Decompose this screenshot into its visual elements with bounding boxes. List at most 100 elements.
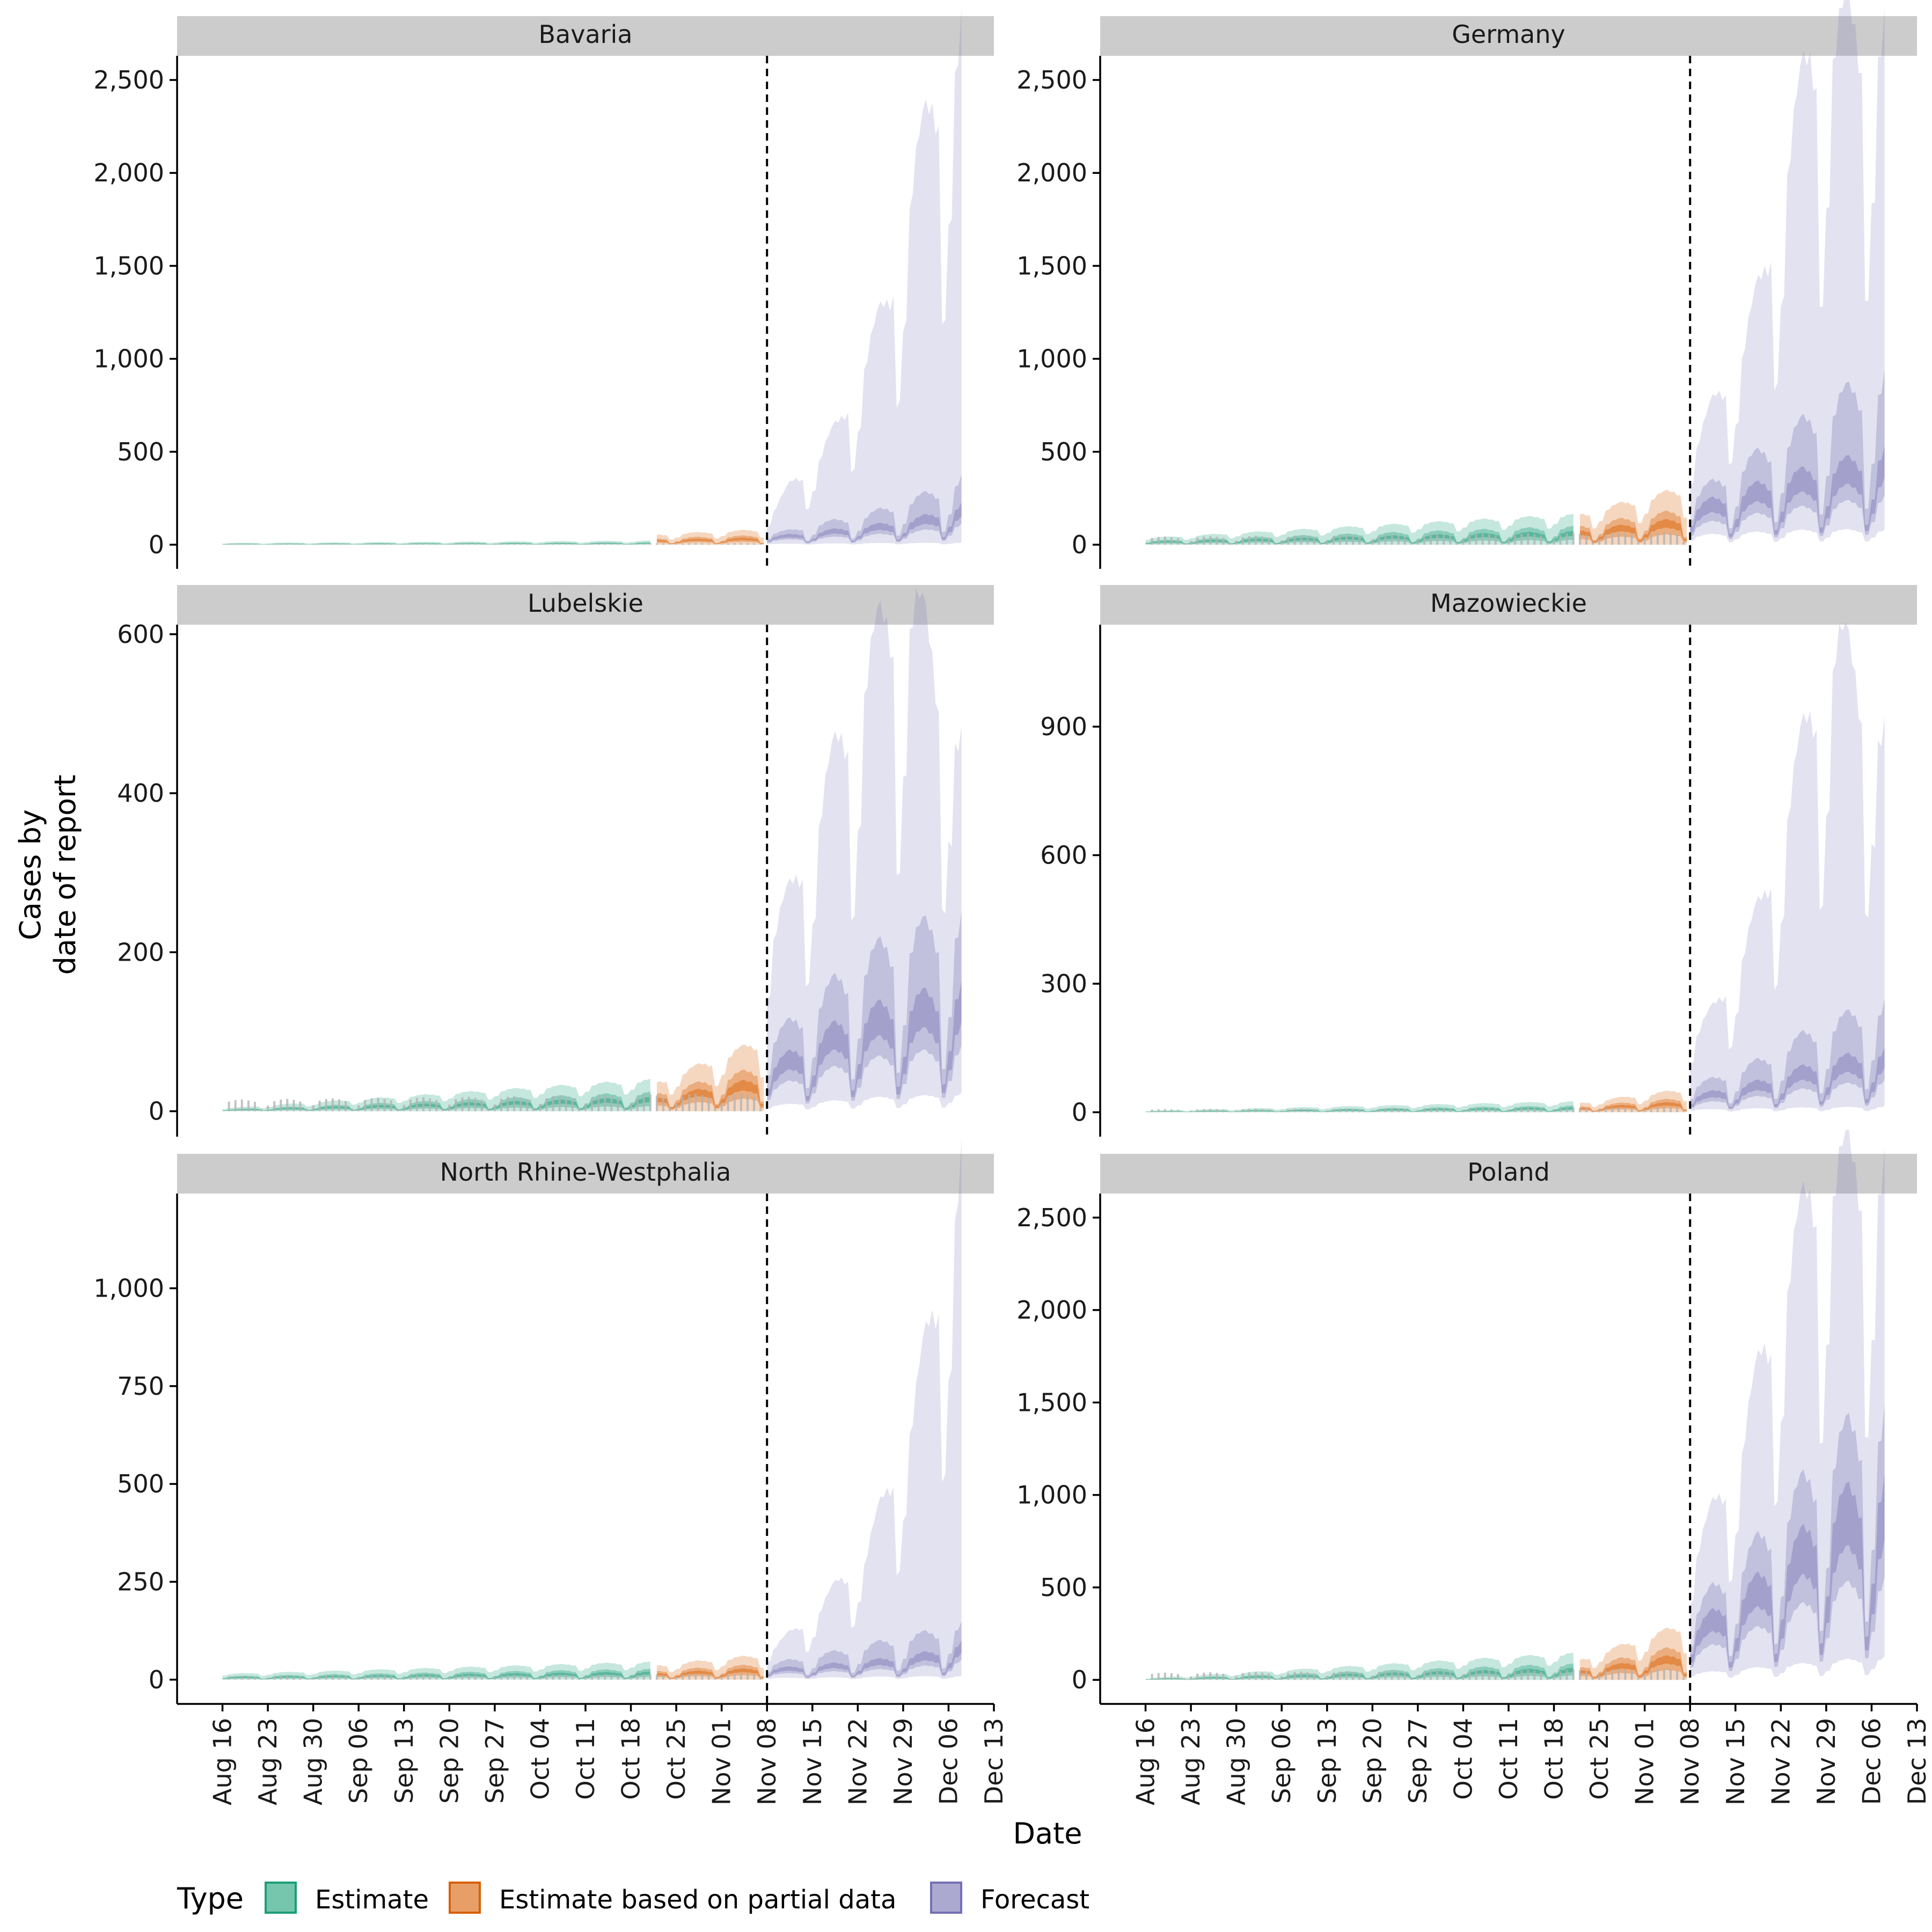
forecast-ribbon-90 <box>1690 1130 1885 1678</box>
observed-bar <box>364 1100 367 1111</box>
observed-bar <box>273 544 276 545</box>
observed-bar <box>1682 542 1685 545</box>
partial-ribbon-20 <box>1579 1655 1687 1679</box>
observed-bar <box>500 1099 502 1111</box>
observed-bar <box>1203 1672 1205 1680</box>
observed-bar <box>1287 1109 1290 1113</box>
observed-bar <box>1274 543 1277 545</box>
observed-bar <box>461 1097 464 1111</box>
observed-bar <box>345 1676 347 1680</box>
observed-bar <box>617 1098 619 1111</box>
observed-bar <box>1313 1109 1315 1113</box>
observed-bar <box>577 1678 580 1680</box>
observed-bar <box>682 1096 684 1111</box>
estimate-ribbon-90 <box>1145 514 1574 545</box>
observed-bar <box>1384 535 1387 545</box>
observed-bar <box>584 1103 587 1111</box>
observed-bar <box>351 1108 354 1111</box>
observed-bar <box>1352 1109 1355 1113</box>
observed-bar <box>539 1677 541 1680</box>
observed-bar <box>617 543 619 545</box>
observed-bar <box>240 1675 243 1680</box>
observed-bar <box>1475 534 1477 545</box>
observed-bar <box>331 1675 334 1680</box>
observed-bar <box>753 1096 756 1111</box>
partial-ribbon-90 <box>656 1044 764 1111</box>
observed-bar <box>597 1095 600 1111</box>
x-tick-label: Sep 27 <box>480 1718 509 1804</box>
y-axis-title-line-2: date of report <box>48 774 82 975</box>
observed-bar <box>299 544 302 545</box>
observed-bar <box>1384 1108 1387 1113</box>
legend-key <box>449 1882 481 1914</box>
observed-bar <box>383 1675 386 1680</box>
observed-bar <box>1397 1671 1400 1680</box>
observed-bar <box>1559 1671 1562 1680</box>
observed-bar <box>1475 1670 1477 1680</box>
observed-bar <box>396 1108 399 1111</box>
observed-bar <box>1468 1672 1471 1680</box>
observed-bar <box>669 1108 671 1111</box>
observed-bar <box>1241 1109 1244 1113</box>
y-tick-label: 750 <box>117 1372 164 1401</box>
y-tick-label: 0 <box>149 1097 164 1126</box>
observed-bar <box>1163 1672 1166 1680</box>
observed-bar <box>455 543 457 545</box>
partial-ribbon-20 <box>656 1668 764 1679</box>
estimate-ribbon-20 <box>1145 531 1574 544</box>
panel: Bavaria 0 500 1,000 1,500 2,000 2,500 <box>93 8 994 569</box>
observed-bar <box>558 1674 561 1680</box>
x-tick-label: Aug 30 <box>299 1718 328 1805</box>
observed-bar <box>1656 1107 1659 1113</box>
observed-bar <box>1540 1109 1542 1113</box>
observed-bar <box>649 543 652 545</box>
observed-bar <box>273 1676 276 1680</box>
observed-bar <box>701 1674 704 1680</box>
forecast-ribbon-90 <box>767 8 962 545</box>
x-tick-label: Sep 13 <box>390 1718 419 1804</box>
observed-bar <box>1676 1671 1679 1680</box>
observed-bar <box>1650 534 1652 545</box>
observed-bar <box>1209 1672 1212 1680</box>
observed-bar <box>493 544 496 545</box>
observed-bar <box>292 544 295 545</box>
observed-bar <box>1293 1109 1296 1113</box>
y-tick-label: 600 <box>117 620 164 649</box>
observed-bar <box>357 1678 360 1680</box>
observed-bar <box>325 1099 327 1111</box>
forecast-ribbon-20 <box>1690 1047 1885 1109</box>
observed-bar <box>338 543 340 545</box>
observed-bar <box>1488 535 1490 545</box>
forecast-ribbon-90 <box>767 588 962 1110</box>
observed-bar <box>1507 1675 1510 1680</box>
observed-bar <box>1670 1670 1672 1680</box>
panels: Bavaria 0 500 1,000 1,500 2,000 2,500 Germany 0 5… <box>93 0 1931 1805</box>
observed-bar <box>500 1675 502 1680</box>
observed-bar <box>733 543 736 545</box>
x-tick-label: Dec 13 <box>979 1718 1008 1805</box>
observed-bar <box>1261 1109 1263 1113</box>
observed-bar <box>1293 536 1296 545</box>
observed-bar <box>1611 1108 1614 1113</box>
observed-bar <box>267 1678 269 1680</box>
y-tick-label: 2,000 <box>1016 158 1087 187</box>
forecast-ribbon-20 <box>767 1640 962 1678</box>
observed-bar <box>448 544 451 545</box>
observed-bar <box>1151 538 1153 545</box>
observed-bar <box>1520 1670 1523 1680</box>
observed-bar <box>526 543 529 545</box>
y-tick-label: 2,500 <box>1016 65 1087 94</box>
observed-bar <box>280 1099 282 1111</box>
observed-bar <box>1605 535 1607 545</box>
observed-bar <box>487 1678 489 1680</box>
observed-bar <box>688 1094 691 1111</box>
observed-bar <box>662 1097 664 1111</box>
panel-strip <box>1100 1154 1917 1194</box>
observed-bar <box>396 1679 399 1680</box>
observed-bar <box>1527 1670 1529 1680</box>
observed-bar <box>682 1675 684 1680</box>
estimate-ribbon-50 <box>1145 1105 1574 1113</box>
observed-bar <box>429 1098 431 1111</box>
observed-bar <box>747 543 749 545</box>
observed-bar <box>1365 543 1367 545</box>
